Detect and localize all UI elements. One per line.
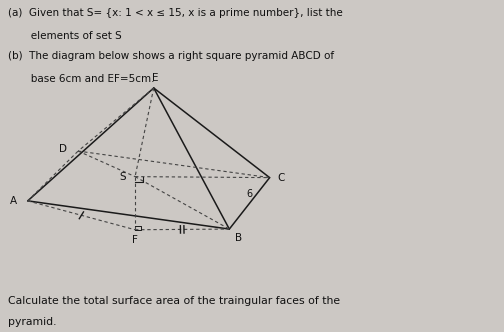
Text: Calculate the total surface area of the traingular faces of the: Calculate the total surface area of the … bbox=[8, 296, 340, 306]
Text: 6: 6 bbox=[246, 189, 253, 199]
Text: A: A bbox=[10, 196, 17, 206]
Text: D: D bbox=[59, 144, 67, 154]
Text: C: C bbox=[277, 173, 284, 183]
Text: elements of set S: elements of set S bbox=[8, 31, 121, 41]
Text: base 6cm and EF=5cm.: base 6cm and EF=5cm. bbox=[8, 74, 154, 84]
Text: S: S bbox=[119, 172, 126, 182]
Text: (a)  Given that S= {x: 1 < x ≤ 15, x is a prime number}, list the: (a) Given that S= {x: 1 < x ≤ 15, x is a… bbox=[8, 8, 342, 18]
Text: E: E bbox=[152, 73, 158, 83]
Text: B: B bbox=[235, 233, 242, 243]
Text: pyramid.: pyramid. bbox=[8, 317, 56, 327]
Text: F: F bbox=[132, 235, 138, 245]
Text: (b)  The diagram below shows a right square pyramid ABCD of: (b) The diagram below shows a right squa… bbox=[8, 51, 334, 61]
